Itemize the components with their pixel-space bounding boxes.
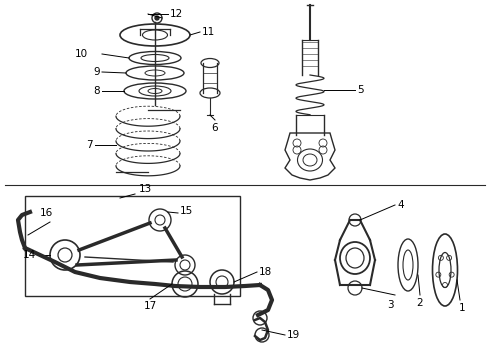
Text: 5: 5 — [357, 85, 364, 95]
Text: 4: 4 — [397, 200, 404, 210]
Text: 2: 2 — [416, 298, 423, 308]
Text: 18: 18 — [259, 267, 272, 277]
Text: 1: 1 — [459, 303, 466, 313]
Text: 17: 17 — [144, 301, 157, 311]
Text: 8: 8 — [94, 86, 100, 96]
Text: 15: 15 — [180, 206, 193, 216]
Text: 14: 14 — [23, 250, 36, 260]
Text: 16: 16 — [39, 208, 52, 218]
Text: 19: 19 — [287, 330, 300, 340]
Text: 10: 10 — [75, 49, 88, 59]
Text: 3: 3 — [387, 300, 393, 310]
Text: 11: 11 — [202, 27, 215, 37]
Text: 12: 12 — [170, 9, 183, 19]
Text: 9: 9 — [94, 67, 100, 77]
Text: 7: 7 — [86, 140, 93, 150]
Bar — [25, 196, 240, 296]
Text: 6: 6 — [212, 123, 219, 133]
Circle shape — [155, 16, 159, 20]
Text: 13: 13 — [138, 184, 151, 194]
